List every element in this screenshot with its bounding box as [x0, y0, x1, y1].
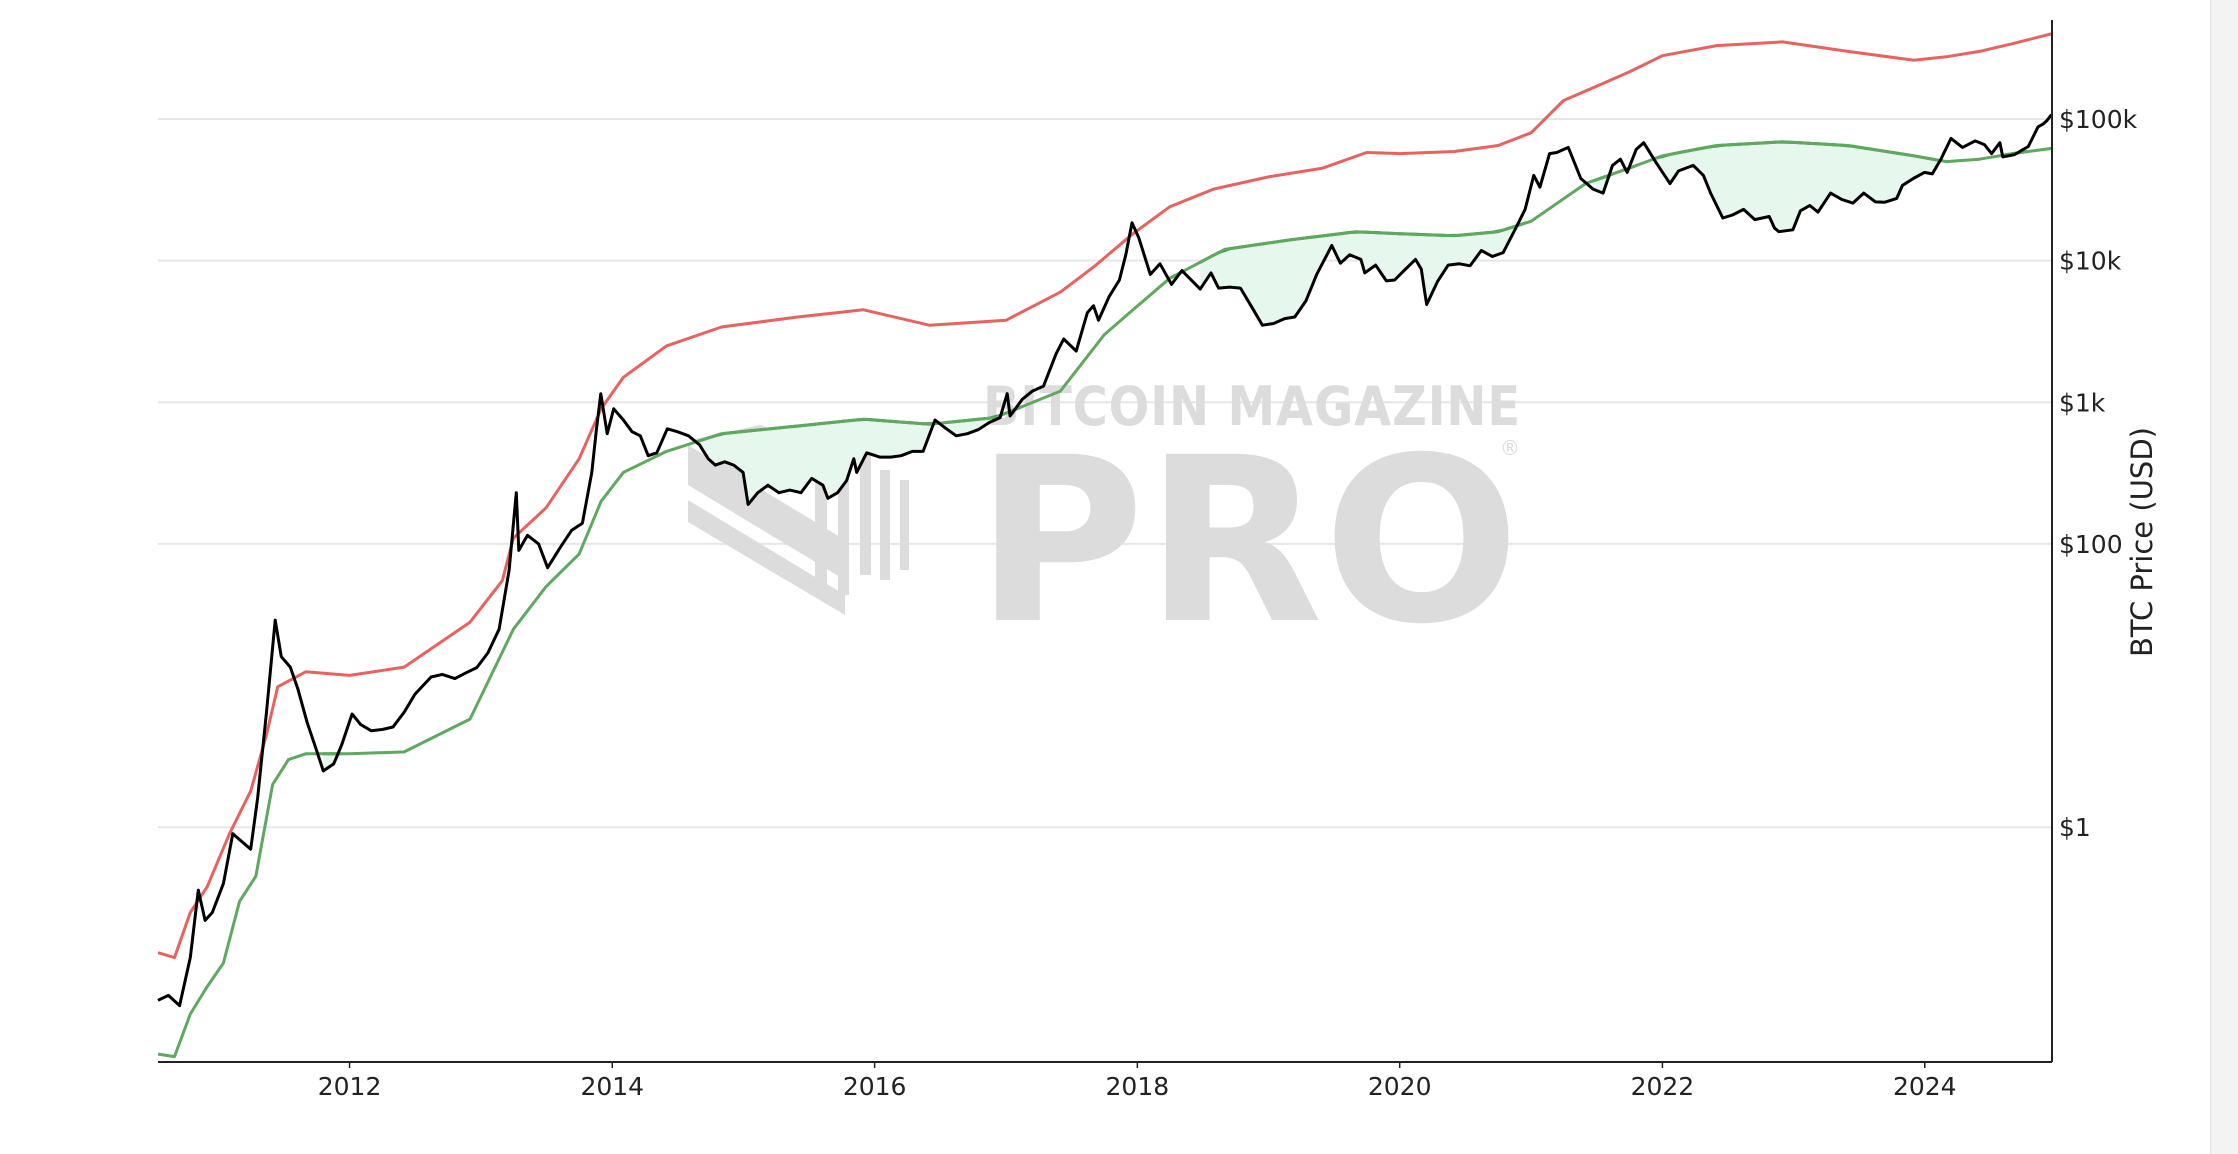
series-lines [157, 32, 2054, 1059]
gridlines [158, 118, 2052, 829]
x-tick-label: 2024 [1893, 1072, 1957, 1101]
x-tick-label: 2022 [1631, 1072, 1695, 1101]
below-band-fill [1656, 142, 1941, 232]
y-tick-label: $1k [2059, 388, 2106, 417]
x-tick-label: 2012 [318, 1072, 382, 1101]
upper-band-line [157, 32, 2053, 960]
x-tick-label: 2016 [843, 1072, 907, 1101]
watermark-line2: PRO [975, 408, 1520, 674]
y-tick-label: $10k [2059, 247, 2122, 276]
below-band-fill [699, 419, 935, 505]
lower-band-line [157, 140, 2053, 1059]
y-tick-label: $100k [2059, 105, 2138, 134]
x-tick-label: 2014 [580, 1072, 644, 1101]
watermark-line1: BITCOIN MAGAZINE [983, 375, 1521, 438]
y-tick-label: $100 [2059, 530, 2123, 559]
watermark-logo: BITCOIN MAGAZINE PRO ® [688, 375, 1521, 674]
x-tick-label: 2018 [1106, 1072, 1170, 1101]
axes: $1 $100 $1k $10k $100k 2012 2014 2016 2018 2020 20… [158, 20, 2138, 1101]
btc-price-line [157, 113, 2054, 1008]
below-band-fill [1200, 223, 1526, 326]
page-scrollbar[interactable] [2210, 0, 2238, 1154]
x-tick-label: 2020 [1368, 1072, 1432, 1101]
y-axis-title: BTC Price (USD) [2125, 427, 2159, 657]
watermark-registered-mark: ® [1500, 436, 1520, 460]
y-tick-label: $1 [2059, 813, 2091, 842]
